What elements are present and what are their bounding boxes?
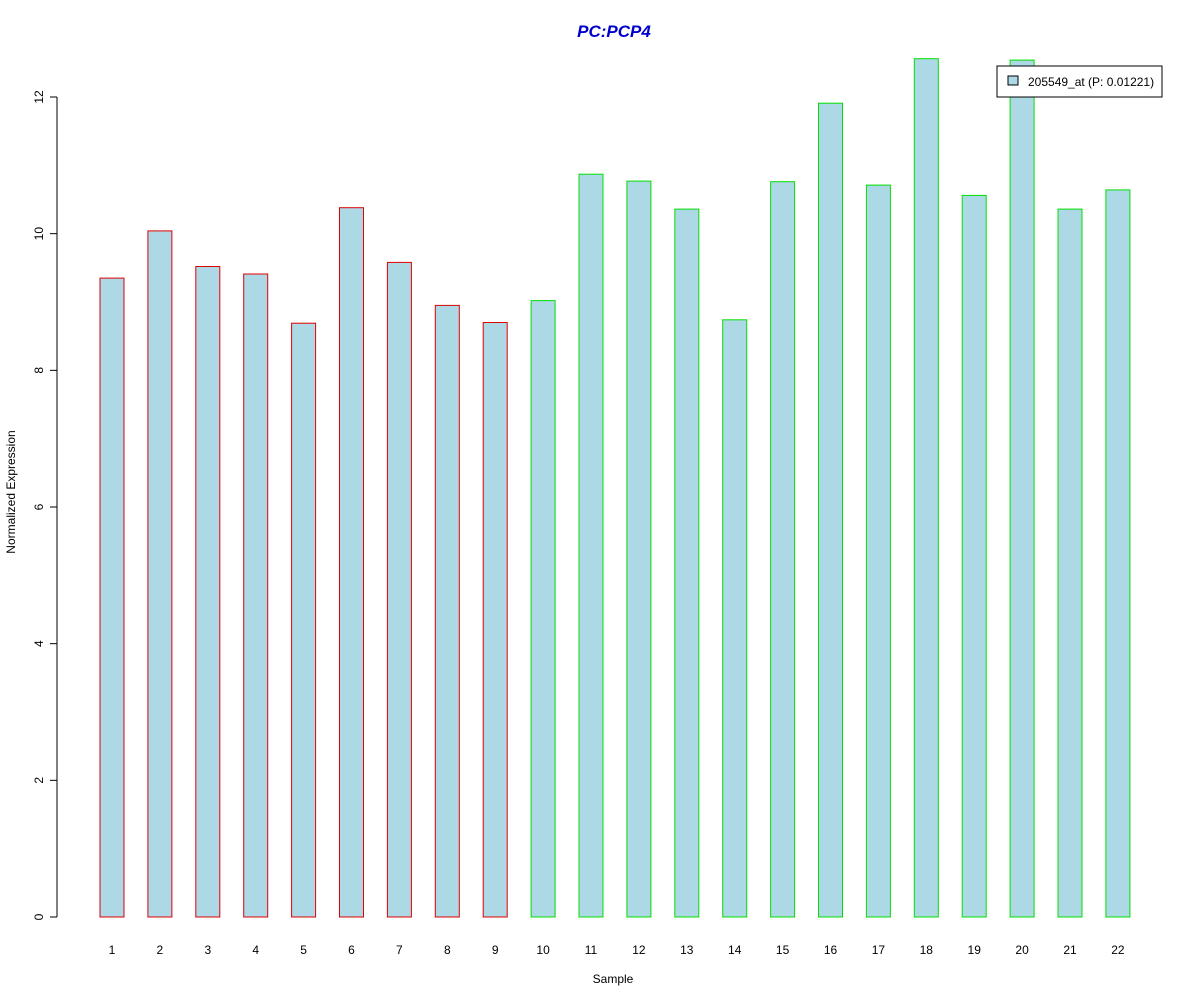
x-tick-label: 17 (872, 943, 886, 957)
x-tick-label: 15 (776, 943, 790, 957)
bar-sample-21 (1057, 208, 1083, 918)
y-tick-label: 6 (32, 503, 46, 510)
bar-sample-6 (339, 207, 364, 918)
x-tick-label: 16 (824, 943, 838, 957)
bar-sample-12 (626, 180, 652, 918)
y-axis-label: Normalized Expression (4, 430, 18, 553)
bar-sample-22 (1105, 189, 1131, 918)
y-tick-label: 0 (32, 913, 46, 920)
bar-sample-5 (291, 322, 317, 918)
x-axis-label: Sample (593, 972, 634, 986)
bar-sample-8 (434, 304, 460, 918)
x-tick-label: 19 (968, 943, 982, 957)
x-tick-label: 1 (109, 943, 116, 957)
y-tick-label: 12 (32, 90, 46, 104)
bars-group (99, 58, 1131, 918)
y-tick-label: 8 (32, 367, 46, 374)
legend-label: 205549_at (P: 0.01221) (1028, 75, 1154, 89)
x-tick-label: 9 (492, 943, 499, 957)
x-tick-label: 11 (585, 943, 598, 957)
x-tick-label: 21 (1063, 943, 1077, 957)
bar-sample-7 (386, 261, 412, 918)
bar-sample-2 (147, 230, 173, 918)
bar-sample-1 (99, 277, 125, 918)
bar-sample-3 (195, 266, 221, 918)
x-tick-label: 7 (396, 943, 403, 957)
bar-sample-4 (243, 273, 269, 918)
x-tick-labels: 1 2 3 4 5 6 7 8 9 10 11 12 13 14 15 16 17 18 19 20 21 22 (109, 943, 1125, 957)
bar-sample-20 (1009, 59, 1035, 918)
x-tick-label: 22 (1111, 943, 1125, 957)
chart-title: PC:PCP4 (577, 22, 651, 41)
bar-sample-18 (913, 58, 939, 918)
y-tick-label: 2 (32, 777, 46, 784)
x-tick-label: 14 (728, 943, 742, 957)
y-tick-label: 10 (32, 227, 46, 241)
legend: 205549_at (P: 0.01221) (996, 65, 1163, 98)
bar-sample-15 (770, 181, 796, 918)
bar-sample-13 (674, 208, 700, 918)
bar-sample-14 (722, 319, 748, 918)
bar-sample-17 (865, 184, 891, 918)
x-tick-label: 5 (300, 943, 307, 957)
x-tick-label: 6 (348, 943, 355, 957)
legend-swatch (1007, 75, 1019, 86)
x-tick-label: 20 (1015, 943, 1029, 957)
legend-box (996, 65, 1163, 98)
x-tick-label: 10 (536, 943, 550, 957)
x-tick-label: 8 (444, 943, 451, 957)
x-tick-label: 13 (680, 943, 694, 957)
x-tick-label: 3 (204, 943, 211, 957)
bar-sample-10 (530, 300, 556, 918)
x-tick-label: 18 (920, 943, 934, 957)
x-tick-label: 4 (252, 943, 259, 957)
x-tick-label: 12 (632, 943, 646, 957)
bar-sample-16 (818, 102, 843, 918)
y-tick-label: 4 (32, 640, 46, 647)
bar-sample-9 (482, 322, 508, 918)
y-axis: 0 2 4 6 8 10 12 (32, 90, 58, 920)
x-tick-label: 2 (157, 943, 164, 957)
bar-sample-19 (961, 194, 987, 918)
bar-sample-11 (578, 173, 604, 918)
